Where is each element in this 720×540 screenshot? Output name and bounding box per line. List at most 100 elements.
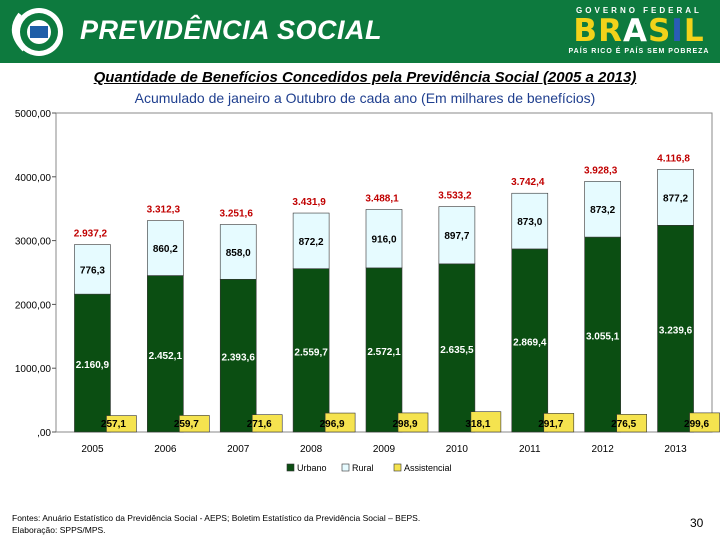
data-label-total: 3.742,4 xyxy=(511,177,545,188)
data-label-assistencial: 291,7 xyxy=(538,419,563,430)
data-label-urbano: 2.635,5 xyxy=(440,345,474,356)
bar-rural xyxy=(511,192,549,250)
bar-rural xyxy=(365,209,403,269)
data-label-rural: 860,2 xyxy=(153,244,178,255)
x-tick-label: 2010 xyxy=(446,444,469,455)
data-label-assistencial: 276,5 xyxy=(611,419,636,430)
brasil-letter: I xyxy=(671,13,684,49)
bar-urbano xyxy=(219,278,257,433)
data-label-rural: 858,0 xyxy=(226,248,251,259)
brasil-letter: L xyxy=(683,13,705,49)
header-banner: PREVIDÊNCIA SOCIAL GOVERNO FEDERAL BRASI… xyxy=(0,0,720,63)
data-label-assistencial: 299,6 xyxy=(684,419,709,430)
legend-swatch xyxy=(341,463,350,472)
data-label-total: 3.533,2 xyxy=(438,191,472,202)
data-label-rural: 916,0 xyxy=(371,235,396,246)
bar-rural xyxy=(219,224,257,280)
data-label-rural: 872,2 xyxy=(299,237,324,248)
data-label-urbano: 2.559,7 xyxy=(294,347,328,358)
data-label-rural: 776,3 xyxy=(80,265,105,276)
x-tick-label: 2013 xyxy=(664,444,687,455)
data-label-urbano: 3.239,6 xyxy=(659,326,693,337)
slogan-text: PAÍS RICO É PAÍS SEM POBREZA xyxy=(568,48,710,55)
bar-assistencial xyxy=(324,412,356,433)
data-label-total: 3.928,3 xyxy=(584,165,618,176)
footer-sources-line: Fontes: Anuário Estatístico da Previdênc… xyxy=(12,513,421,523)
bar-assistencial xyxy=(251,414,283,433)
data-label-assistencial: 318,1 xyxy=(465,419,490,430)
chart-subtitle: Acumulado de janeiro a Outubro de cada a… xyxy=(134,90,596,106)
data-label-total: 4.116,8 xyxy=(657,153,690,164)
data-label-assistencial: 296,9 xyxy=(320,419,345,430)
data-label-total: 3.488,1 xyxy=(365,193,399,204)
bar-assistencial xyxy=(616,414,647,433)
data-label-assistencial: 259,7 xyxy=(174,419,199,430)
bar-rural xyxy=(147,220,184,276)
legend-label: Rural xyxy=(352,463,374,473)
y-tick-label: ,00 xyxy=(37,428,51,439)
data-label-urbano: 2.572,1 xyxy=(367,347,401,358)
data-label-rural: 873,2 xyxy=(590,205,615,216)
bar-rural xyxy=(74,244,111,295)
governo-federal-logo: GOVERNO FEDERAL BRASIL PAÍS RICO É PAÍS … xyxy=(563,6,715,55)
data-label-rural: 877,2 xyxy=(663,193,688,204)
bar-assistencial xyxy=(397,412,429,433)
data-label-total: 3.251,6 xyxy=(220,209,254,220)
legend-swatch xyxy=(286,463,295,472)
brand-title: PREVIDÊNCIA SOCIAL xyxy=(80,15,383,45)
x-tick-label: 2005 xyxy=(81,444,104,455)
brasil-wordmark: BRASIL xyxy=(563,15,715,48)
x-tick-label: 2011 xyxy=(519,444,541,455)
data-label-rural: 873,0 xyxy=(517,217,542,228)
bar-rural xyxy=(438,206,476,265)
y-tick-label: 5000,00 xyxy=(15,109,52,120)
bar-rural xyxy=(657,169,694,226)
x-tick-label: 2008 xyxy=(300,444,323,455)
data-label-assistencial: 298,9 xyxy=(392,419,417,430)
data-label-urbano: 2.452,1 xyxy=(149,351,183,362)
bar-assistencial xyxy=(470,411,502,433)
x-tick-label: 2006 xyxy=(154,444,177,455)
data-label-assistencial: 257,1 xyxy=(101,419,126,430)
bar-assistencial xyxy=(106,415,137,433)
bar-urbano xyxy=(438,263,476,433)
bar-rural xyxy=(292,212,330,269)
bar-rural xyxy=(584,181,621,238)
y-tick-label: 4000,00 xyxy=(15,173,52,184)
data-label-total: 3.312,3 xyxy=(147,205,181,216)
brasil-letter: B xyxy=(573,13,599,49)
bar-urbano xyxy=(511,248,549,433)
previdencia-logo-icon xyxy=(12,8,63,56)
bar-urbano xyxy=(74,293,111,433)
bar-urbano xyxy=(365,267,403,433)
x-tick-label: 2007 xyxy=(227,444,250,455)
y-tick-label: 2000,00 xyxy=(15,300,52,311)
bar-assistencial xyxy=(543,413,575,433)
data-label-total: 3.431,9 xyxy=(292,197,326,208)
brasil-letter: A xyxy=(622,13,648,49)
brasil-letter: R xyxy=(598,13,623,49)
data-label-urbano: 2.393,6 xyxy=(222,353,256,364)
page-number: 30 xyxy=(690,516,704,530)
footer-credit-line: Elaboração: SPPS/MPS. xyxy=(12,525,106,535)
y-tick-label: 1000,00 xyxy=(15,364,52,375)
x-tick-label: 2012 xyxy=(592,444,615,455)
y-tick-label: 3000,00 xyxy=(15,237,52,248)
governo-federal-text: GOVERNO FEDERAL xyxy=(576,6,702,15)
legend-label: Urbano xyxy=(297,463,327,473)
data-label-urbano: 2.160,9 xyxy=(76,360,110,371)
legend-label: Assistencial xyxy=(404,463,452,473)
bar-urbano xyxy=(657,225,694,433)
footer-sources: Fontes: Anuário Estatístico da Previdênc… xyxy=(12,512,420,536)
chart-title: Quantidade de Benefícios Concedidos pela… xyxy=(93,69,637,86)
legend-swatch xyxy=(393,463,402,472)
bar-urbano xyxy=(147,275,184,433)
data-label-assistencial: 271,6 xyxy=(247,419,272,430)
data-label-urbano: 3.055,1 xyxy=(586,332,620,343)
data-label-total: 2.937,2 xyxy=(74,229,108,240)
data-label-rural: 897,7 xyxy=(444,231,469,242)
data-label-urbano: 2.869,4 xyxy=(513,337,547,348)
bar-assistencial xyxy=(179,415,210,433)
x-tick-label: 2009 xyxy=(373,444,396,455)
